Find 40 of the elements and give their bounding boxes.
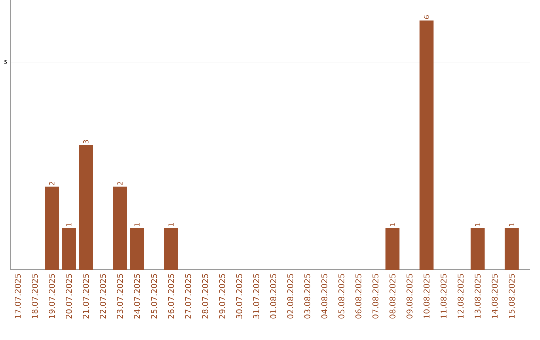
bar — [420, 20, 434, 270]
bar — [504, 228, 519, 270]
bar — [164, 228, 178, 270]
x-tick-label: 30.07.2025 — [236, 274, 242, 319]
x-tick-label: 02.08.2025 — [287, 274, 294, 319]
x-tick-label: 22.07.2025 — [100, 274, 106, 319]
x-tick-label: 08.08.2025 — [390, 274, 396, 319]
x-tick-label: 14.08.2025 — [492, 274, 498, 318]
bar — [386, 228, 400, 270]
bar — [45, 186, 60, 270]
x-tick-label: 29.07.2025 — [219, 274, 226, 319]
x-tick-label: 27.07.2025 — [185, 274, 192, 319]
x-tick-label: 12.08.2025 — [458, 274, 464, 318]
bar — [79, 145, 94, 270]
x-tick-label: 06.08.2025 — [356, 274, 362, 319]
x-tick-label: 21.07.2025 — [83, 274, 90, 319]
x-tick-label: 31.07.2025 — [253, 274, 260, 319]
x-tick-label: 25.07.2025 — [151, 274, 158, 319]
x-tick-label: 18.07.2025 — [32, 274, 38, 318]
x-tick-label: 03.08.2025 — [304, 274, 311, 319]
x-tick-label: 24.07.2025 — [134, 274, 140, 319]
x-tick-label: 26.07.2025 — [168, 274, 174, 319]
bar — [470, 228, 485, 270]
x-tick-label: 11.08.2025 — [440, 274, 447, 318]
x-tick-label: 23.07.2025 — [117, 274, 124, 319]
x-tick-label: 07.08.2025 — [372, 274, 379, 319]
bar — [130, 228, 144, 270]
x-tick-label: 20.07.2025 — [66, 274, 72, 319]
x-tick-label: 09.08.2025 — [406, 274, 413, 319]
x-tick-label: 13.08.2025 — [474, 274, 481, 318]
x-tick-label: 01.08.2025 — [270, 274, 277, 319]
x-tick-label: 05.08.2025 — [338, 274, 345, 319]
x-tick-label: 10.08.2025 — [424, 274, 430, 318]
bar — [62, 228, 76, 270]
x-tick-label: 19.07.2025 — [49, 274, 56, 318]
x-tick-label: 17.07.2025 — [14, 274, 22, 318]
x-tick-label: 15.08.2025 — [508, 274, 515, 318]
x-tick-label: 04.08.2025 — [322, 274, 328, 319]
x-tick-label: 28.07.2025 — [202, 274, 208, 319]
bar — [113, 186, 128, 270]
